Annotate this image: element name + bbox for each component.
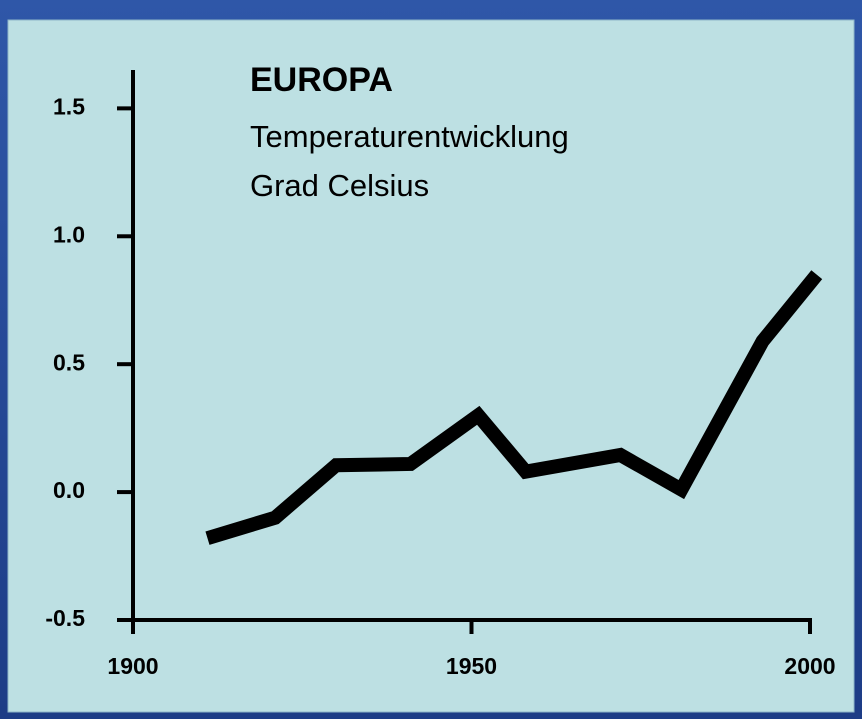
y-tick-label: 1.5 bbox=[53, 93, 85, 119]
x-tick-label: 1950 bbox=[446, 653, 497, 679]
y-tick-label: 0.0 bbox=[53, 477, 85, 503]
panel bbox=[7, 19, 855, 713]
y-tick-label: 1.0 bbox=[53, 221, 85, 247]
y-tick-label: 0.5 bbox=[53, 349, 85, 375]
x-tick-label: 1900 bbox=[107, 653, 158, 679]
chart-subtitle: Temperaturentwicklung bbox=[250, 119, 569, 154]
data-line bbox=[205, 270, 823, 545]
y-axis-label: Grad Celsius bbox=[250, 168, 429, 203]
y-tick-label: -0.5 bbox=[45, 605, 85, 631]
x-tick-label: 2000 bbox=[784, 653, 835, 679]
chart-title: EUROPA bbox=[250, 61, 393, 99]
